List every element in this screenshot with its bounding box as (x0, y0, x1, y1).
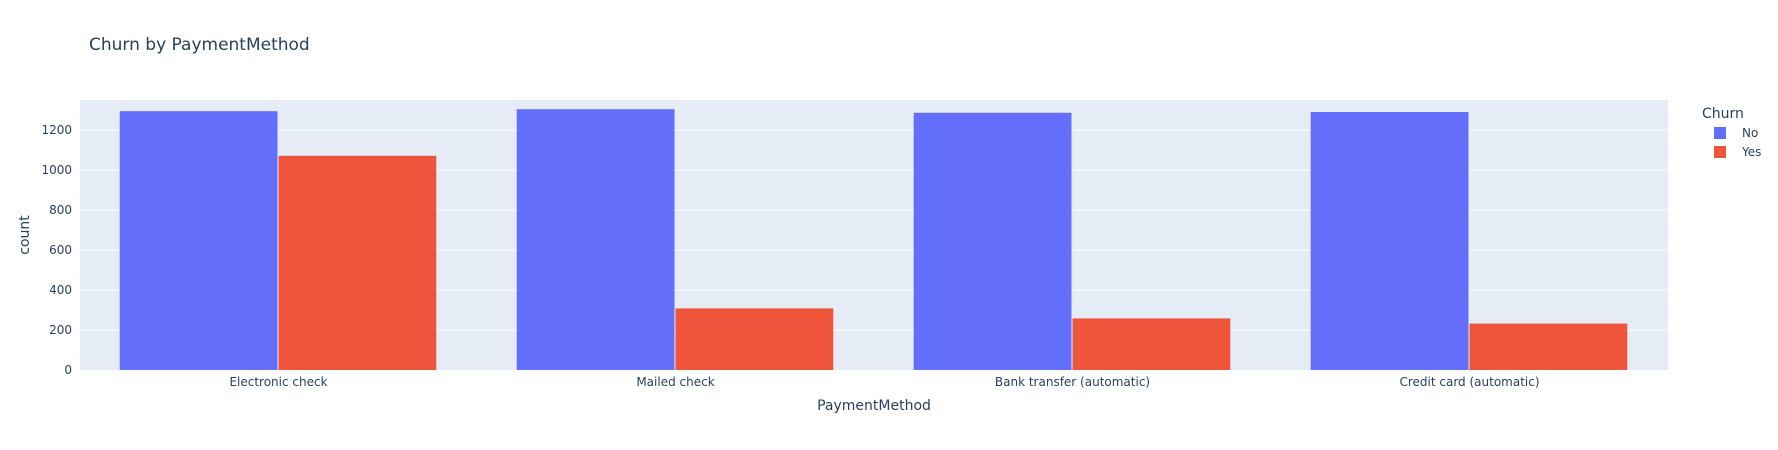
y-tick-label: 400 (49, 283, 72, 297)
legend: Churn No Yes (1702, 106, 1761, 159)
y-tick-label: 1200 (41, 123, 72, 137)
x-axis-title: PaymentMethod (817, 398, 931, 414)
x-axis-ticks: Electronic check Mailed check Bank transfe… (229, 375, 1539, 389)
y-tick-label: 0 (64, 363, 72, 377)
y-tick-label: 800 (49, 203, 72, 217)
bars (119, 109, 1628, 371)
y-tick-label: 600 (49, 243, 72, 257)
y-axis-ticks: 0 200 400 600 800 1000 1200 (41, 123, 72, 377)
y-tick-label: 200 (49, 323, 72, 337)
bar-no (1310, 112, 1469, 370)
legend-swatch-no (1714, 127, 1726, 139)
bar-yes (278, 155, 437, 370)
y-axis-title: count (17, 215, 33, 255)
x-tick-label: Credit card (automatic) (1399, 375, 1539, 389)
legend-title: Churn (1702, 106, 1744, 122)
bar-yes (1469, 323, 1628, 370)
bar-yes (1072, 318, 1231, 370)
chart-title: Churn by PaymentMethod (89, 35, 310, 55)
bar-yes (675, 308, 834, 370)
legend-label-yes: Yes (1741, 145, 1761, 159)
bar-no (119, 111, 278, 370)
legend-swatch-yes (1714, 146, 1726, 158)
bar-no (913, 112, 1072, 371)
x-tick-label: Mailed check (636, 375, 714, 389)
legend-label-no: No (1742, 126, 1758, 140)
x-tick-label: Electronic check (229, 375, 327, 389)
bar-no (516, 109, 675, 370)
x-tick-label: Bank transfer (automatic) (995, 375, 1150, 389)
y-tick-label: 1000 (41, 163, 72, 177)
